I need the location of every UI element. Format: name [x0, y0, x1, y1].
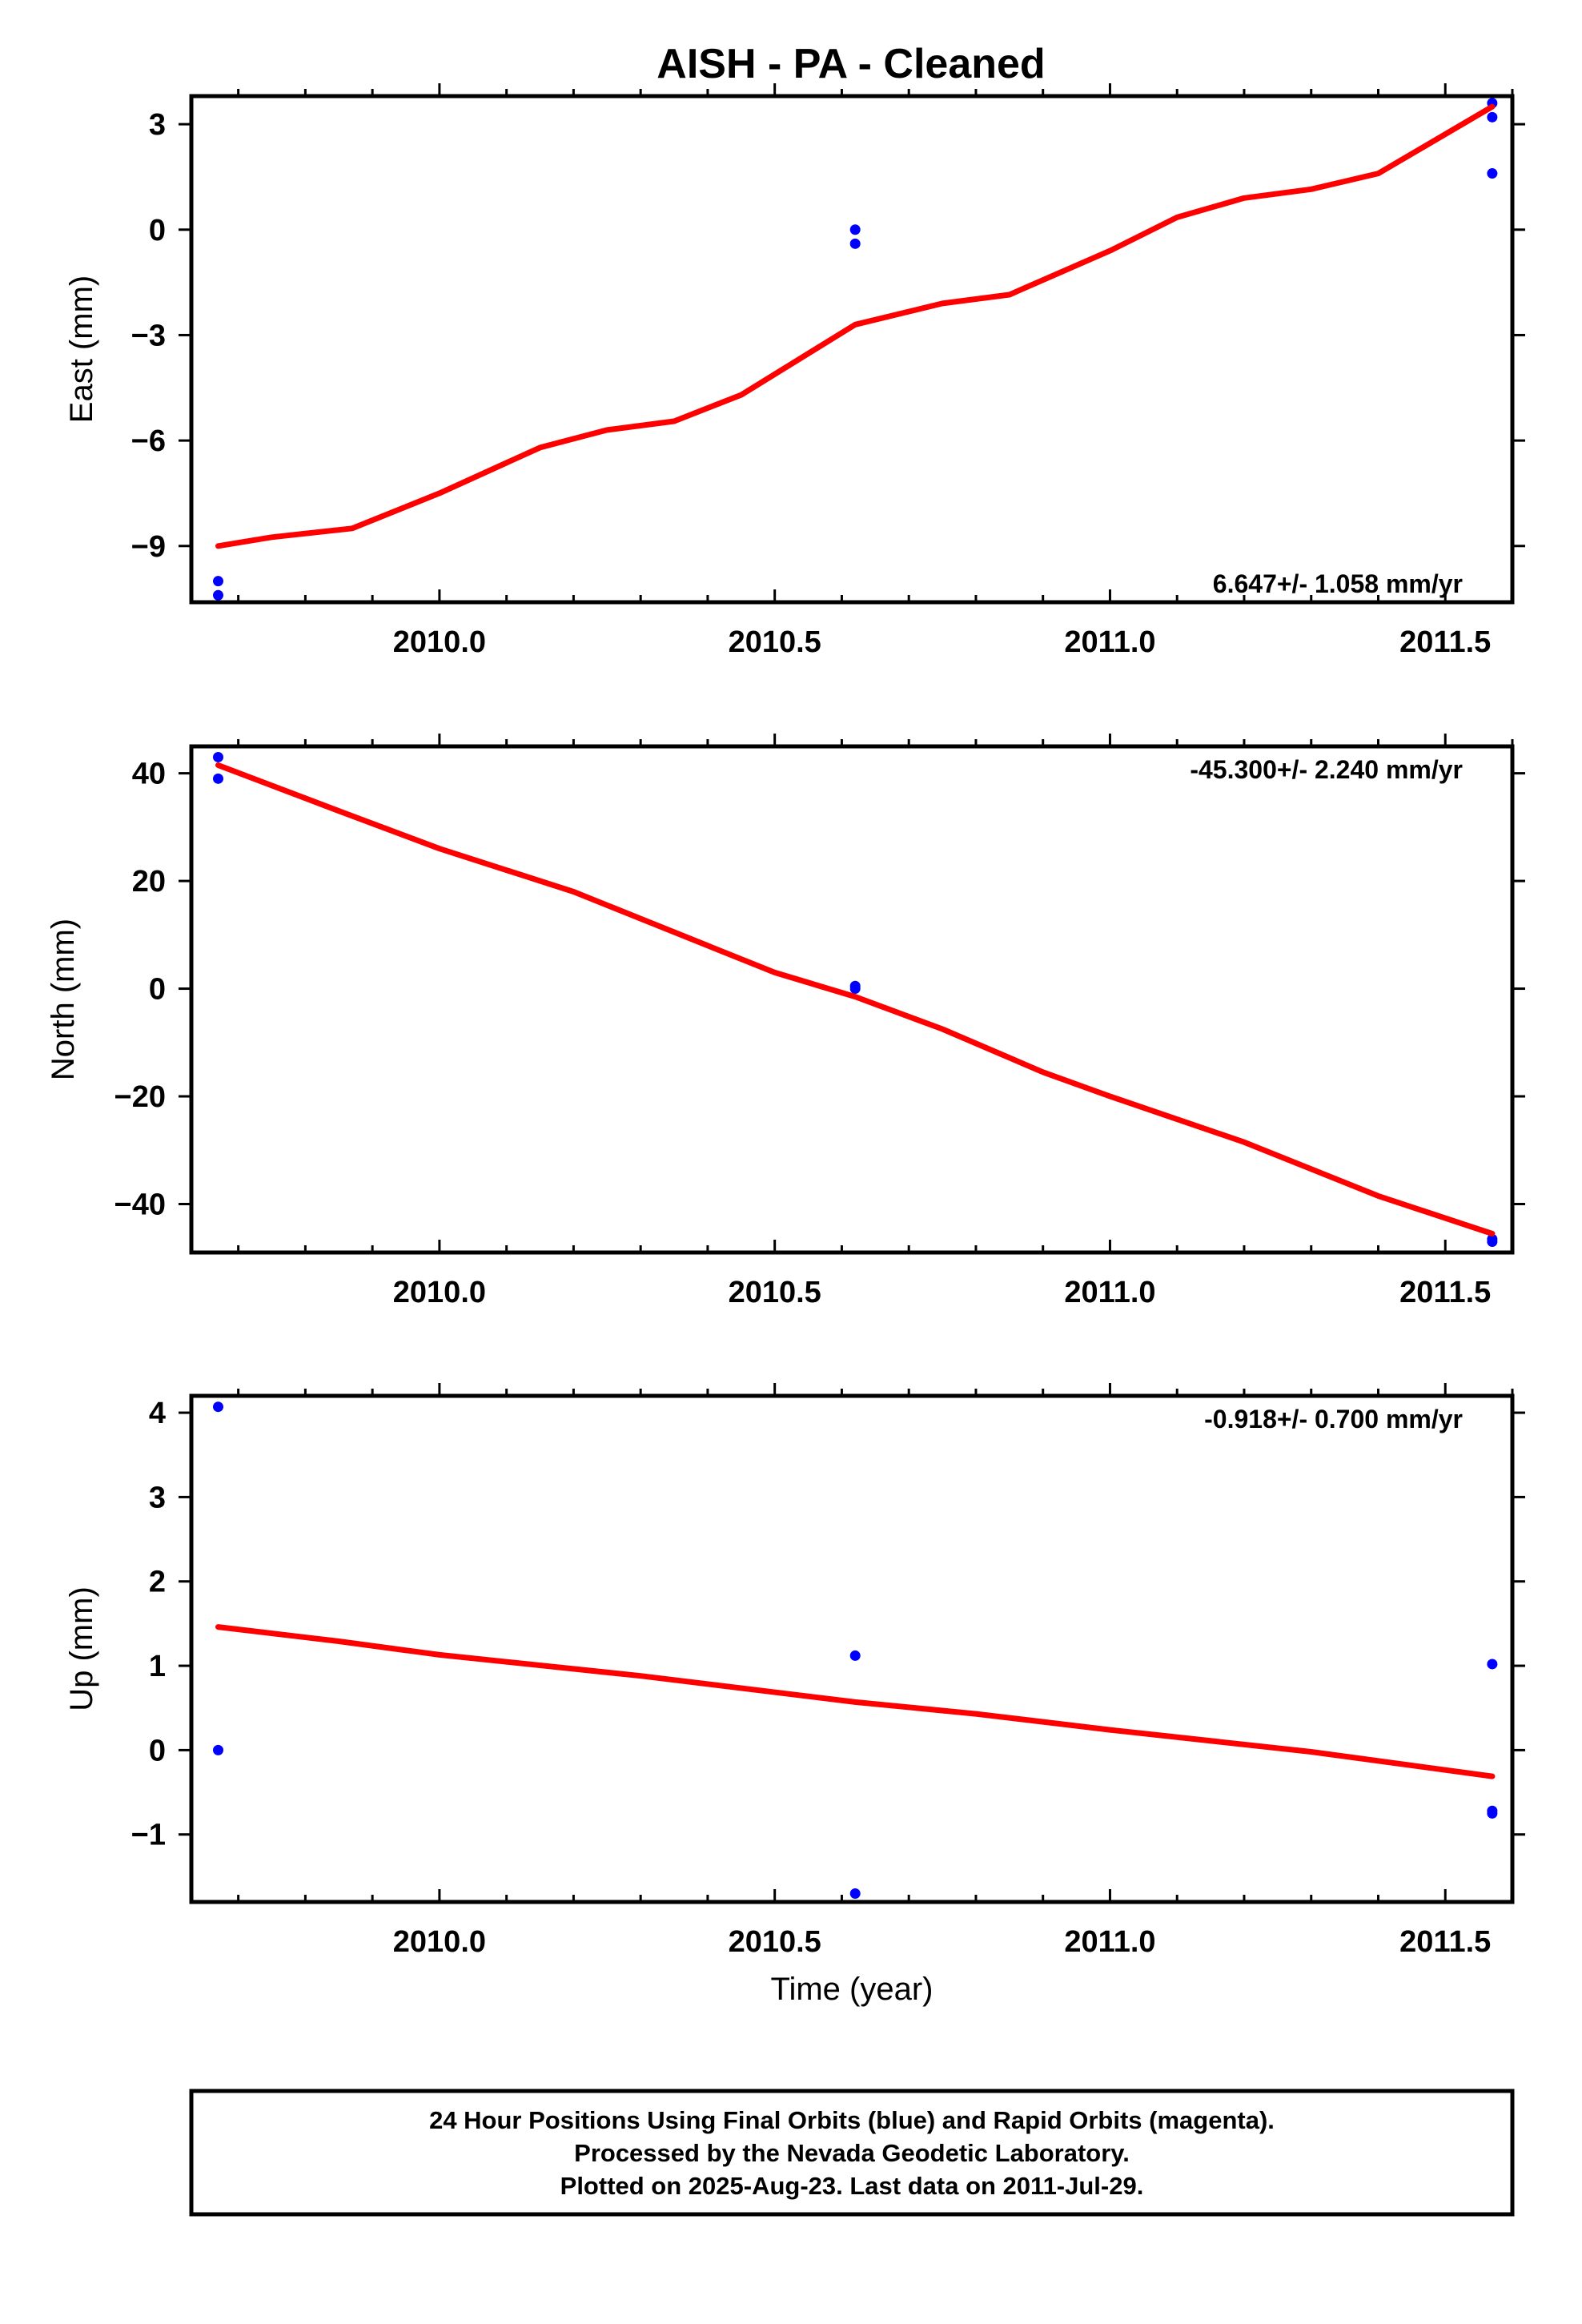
x-tick-label: 2010.0	[393, 1276, 486, 1309]
x-tick-label: 2011.0	[1064, 1925, 1155, 1959]
x-tick-label: 2010.5	[729, 625, 821, 659]
data-point	[849, 983, 861, 995]
y-tick-label: 3	[149, 108, 166, 142]
y-tick-label: −3	[131, 319, 166, 352]
y-axis-label: East (mm)	[64, 275, 99, 423]
x-tick-label: 2011.0	[1064, 625, 1155, 659]
x-tick-label: 2011.0	[1064, 1276, 1155, 1309]
y-axis-label: Up (mm)	[64, 1586, 99, 1711]
plot-frame	[189, 94, 1515, 605]
y-tick-label: 20	[132, 865, 166, 899]
data-point	[1487, 111, 1498, 123]
east-panel: 2010.0 2010.5 2011.0 2011.5 −9 −6 −3 0 3 East (mm…	[64, 83, 1525, 659]
data-point	[213, 773, 224, 784]
footer-line-1: 24 Hour Positions Using Final Orbits (bl…	[429, 2106, 1275, 2134]
x-tick-label: 2010.0	[393, 625, 486, 659]
x-tick-label: 2011.5	[1399, 1925, 1491, 1959]
footer-line-2: Processed by the Nevada Geodetic Laborat…	[574, 2139, 1130, 2167]
data-point	[1487, 1807, 1498, 1819]
chart-title: AISH - PA - Cleaned	[656, 41, 1045, 87]
plot-frame	[189, 1393, 1515, 1904]
data-point	[213, 1401, 224, 1413]
y-tick-label: −9	[131, 530, 166, 564]
data-point	[849, 238, 861, 249]
data-point	[213, 576, 224, 587]
rate-label: -45.300+/- 2.240 mm/yr	[1190, 755, 1463, 784]
y-tick-label: 40	[132, 758, 166, 791]
y-tick-label: −1	[131, 1819, 166, 1852]
x-tick-label: 2010.5	[729, 1276, 821, 1309]
x-tick-label: 2011.5	[1399, 625, 1491, 659]
rate-label: 6.647+/- 1.058 mm/yr	[1213, 569, 1463, 598]
data-point	[849, 224, 861, 235]
y-tick-label: −20	[114, 1080, 166, 1114]
y-tick-label: 0	[149, 214, 166, 247]
data-point	[1487, 168, 1498, 179]
data-point	[849, 1650, 861, 1661]
y-tick-label: −40	[114, 1188, 166, 1221]
y-tick-label: 2	[149, 1566, 166, 1599]
data-point	[213, 1744, 224, 1755]
y-tick-label: 4	[149, 1397, 166, 1430]
x-tick-label: 2010.0	[393, 1925, 486, 1959]
footer-line-3: Plotted on 2025-Aug-23. Last data on 201…	[560, 2172, 1144, 2200]
x-tick-label: 2010.5	[729, 1925, 821, 1959]
data-point	[849, 1888, 861, 1899]
trend-line	[215, 762, 1496, 1236]
footer-box: 24 Hour Positions Using Final Orbits (bl…	[189, 2089, 1515, 2217]
y-axis-label: North (mm)	[46, 919, 81, 1080]
trend-line	[215, 1624, 1496, 1779]
data-point	[1487, 1659, 1498, 1670]
y-tick-label: 0	[149, 1734, 166, 1767]
x-axis-label: Time (year)	[771, 1972, 934, 2007]
trend-line	[215, 103, 1496, 549]
north-panel: 2010.0 2010.5 2011.0 2011.5 −40 −20 0 20 40 North…	[46, 734, 1525, 1309]
x-tick-label: 2011.5	[1399, 1276, 1491, 1309]
y-tick-label: 1	[149, 1650, 166, 1683]
data-point	[213, 589, 224, 601]
data-point	[1487, 1236, 1498, 1248]
plot-frame	[189, 744, 1515, 1255]
y-tick-label: 0	[149, 973, 166, 1007]
up-panel: 2010.0 2010.5 2011.0 2011.5 −1 0 1 2 3 4 Up (mm) Ti…	[64, 1383, 1525, 2007]
rate-label: -0.918+/- 0.700 mm/yr	[1204, 1405, 1463, 1433]
data-point	[213, 751, 224, 762]
y-tick-label: −6	[131, 424, 166, 458]
y-tick-label: 3	[149, 1481, 166, 1514]
